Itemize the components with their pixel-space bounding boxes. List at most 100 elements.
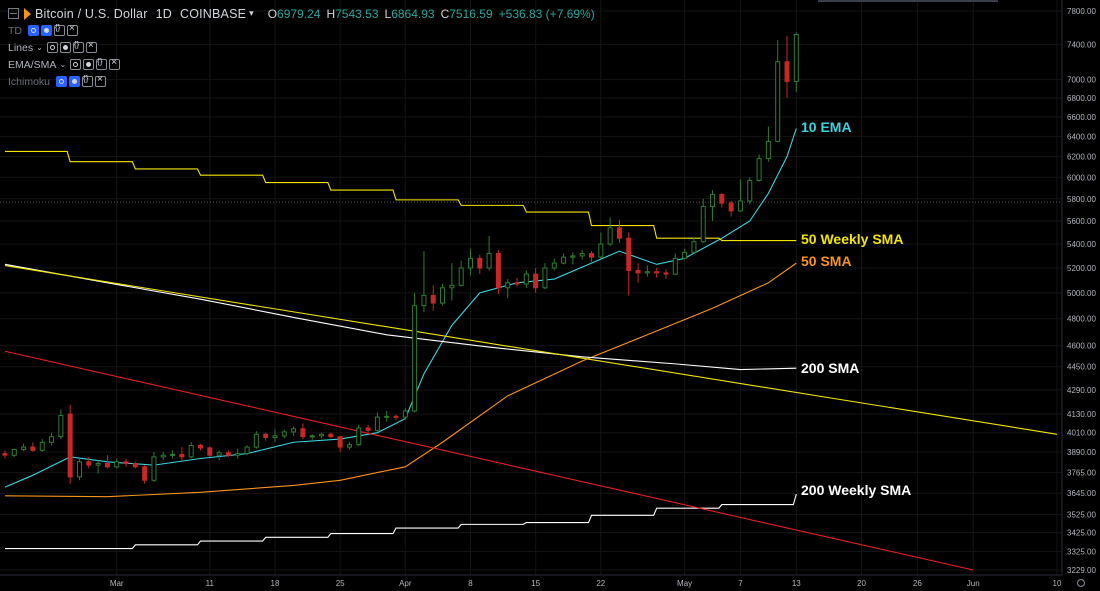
- candle-2019-04-25[interactable]: [626, 232, 632, 296]
- code-icon[interactable]: [54, 23, 65, 36]
- candle-2019-03-09[interactable]: [188, 442, 194, 459]
- candle-2019-03-05[interactable]: [151, 451, 157, 482]
- indicator-row-td[interactable]: TD: [8, 22, 595, 39]
- candle-2019-04-29[interactable]: [663, 269, 669, 280]
- gear-icon[interactable]: [83, 59, 95, 70]
- chevron-down-icon[interactable]: ⌄: [59, 60, 67, 69]
- candle-2019-03-24[interactable]: [328, 432, 334, 439]
- ema10-annotation[interactable]: 10 EMA: [801, 118, 852, 135]
- indicator-row-ichimoku[interactable]: Ichimoku: [8, 73, 595, 90]
- candle-2019-04-18[interactable]: [561, 253, 567, 265]
- candle-2019-02-28[interactable]: [104, 455, 110, 469]
- candle-2019-03-17[interactable]: [263, 432, 269, 441]
- exchange[interactable]: COINBASE: [179, 6, 247, 21]
- candle-2019-03-31[interactable]: [393, 414, 399, 421]
- candle-2019-03-29[interactable]: [374, 412, 380, 432]
- indicator-label[interactable]: Ichimoku: [8, 75, 51, 88]
- candle-2019-02-21[interactable]: [39, 439, 45, 452]
- close-icon[interactable]: [85, 40, 97, 53]
- candle-2019-04-02[interactable]: [412, 292, 418, 413]
- series-50-weekly-sma[interactable]: [5, 150, 797, 242]
- candle-2019-03-23[interactable]: [319, 432, 325, 439]
- candle-2019-04-26[interactable]: [635, 263, 641, 283]
- candle-2019-03-11[interactable]: [207, 446, 213, 457]
- candle-2019-05-09[interactable]: [756, 154, 762, 182]
- candle-2019-03-21[interactable]: [300, 423, 306, 440]
- candle-2019-05-06[interactable]: [728, 200, 734, 217]
- candle-2019-03-27[interactable]: [356, 424, 362, 447]
- candle-2019-02-19[interactable]: [21, 443, 27, 452]
- indicator-row-ema-sma[interactable]: EMA/SMA ⌄: [8, 56, 595, 73]
- candle-2019-05-07[interactable]: [737, 179, 743, 213]
- candle-2019-05-03[interactable]: [700, 198, 706, 243]
- candle-2019-05-08[interactable]: [747, 177, 753, 205]
- candle-2019-04-09[interactable]: [477, 254, 483, 275]
- candle-2019-03-08[interactable]: [179, 447, 185, 462]
- candles[interactable]: [2, 32, 799, 484]
- candle-2019-04-22[interactable]: [598, 232, 604, 259]
- candle-2019-02-22[interactable]: [49, 432, 55, 446]
- candle-2019-04-20[interactable]: [579, 249, 585, 260]
- candle-2019-02-24[interactable]: [67, 404, 73, 484]
- candle-2019-04-27[interactable]: [644, 265, 650, 277]
- candle-2019-04-03[interactable]: [421, 251, 427, 313]
- candle-2019-03-15[interactable]: [244, 445, 250, 456]
- close-icon[interactable]: [67, 23, 78, 36]
- gear-icon[interactable]: [41, 25, 52, 36]
- candle-2019-05-10[interactable]: [765, 126, 771, 162]
- trendline-6[interactable]: [4, 350, 974, 571]
- candle-2019-04-17[interactable]: [551, 258, 557, 271]
- candle-2019-04-04[interactable]: [430, 285, 436, 311]
- candle-2019-02-25[interactable]: [76, 456, 82, 481]
- collapse-icon[interactable]: [8, 8, 19, 19]
- candle-2019-04-30[interactable]: [672, 253, 678, 276]
- candle-2019-02-18[interactable]: [11, 448, 17, 457]
- code-icon[interactable]: [96, 57, 108, 70]
- indicator-label[interactable]: Lines: [8, 41, 34, 54]
- candle-2019-04-06[interactable]: [449, 263, 455, 301]
- candle-2019-05-04[interactable]: [710, 190, 716, 222]
- indicator-row-lines[interactable]: Lines ⌄: [8, 39, 595, 56]
- series-200-sma[interactable]: [4, 263, 797, 371]
- interval[interactable]: 1D: [155, 6, 172, 21]
- candle-2019-04-01[interactable]: [402, 407, 408, 419]
- candle-2019-04-21[interactable]: [589, 251, 595, 262]
- candle-2019-05-02[interactable]: [691, 237, 697, 254]
- candle-2019-03-13[interactable]: [225, 450, 231, 457]
- candle-2019-04-08[interactable]: [467, 248, 473, 276]
- eye-icon[interactable]: [70, 59, 82, 70]
- candle-2019-04-15[interactable]: [533, 267, 539, 293]
- price-axis[interactable]: 7800.00 7400.00 7000.00 6800.00 6600.00 6400.…: [1061, 0, 1100, 591]
- candle-2019-03-03[interactable]: [132, 461, 138, 469]
- eye-icon[interactable]: [28, 25, 39, 36]
- eye-icon[interactable]: [56, 76, 68, 87]
- time-axis[interactable]: Mar 11 18 25 Apr 8 15 22 May 7 13 20 26 Jun 10: [0, 574, 1100, 591]
- candle-2019-04-19[interactable]: [570, 252, 576, 265]
- candle-2019-04-16[interactable]: [542, 263, 548, 290]
- candle-2019-03-18[interactable]: [272, 429, 278, 443]
- candle-2019-02-26[interactable]: [86, 456, 92, 469]
- candle-2019-03-12[interactable]: [216, 450, 222, 461]
- candle-2019-05-11[interactable]: [775, 40, 781, 143]
- candle-2019-04-05[interactable]: [440, 284, 446, 306]
- settings-gear-icon[interactable]: [1076, 578, 1086, 588]
- chevron-down-icon[interactable]: ▾: [249, 8, 254, 18]
- candle-2019-04-07[interactable]: [458, 260, 464, 287]
- candle-2019-03-04[interactable]: [142, 465, 148, 484]
- close-icon[interactable]: [95, 74, 107, 87]
- gear-icon[interactable]: [69, 76, 81, 87]
- weekly-sma200-annotation[interactable]: 200 Weekly SMA: [801, 482, 912, 499]
- indicator-label[interactable]: EMA/SMA: [8, 58, 57, 71]
- gear-icon[interactable]: [59, 42, 71, 53]
- candle-2019-04-13[interactable]: [514, 277, 520, 287]
- chevron-down-icon[interactable]: ⌄: [36, 43, 43, 52]
- code-icon[interactable]: [82, 74, 94, 87]
- code-icon[interactable]: [72, 40, 84, 53]
- candle-2019-02-23[interactable]: [58, 409, 64, 440]
- candle-2019-04-14[interactable]: [523, 270, 529, 288]
- candle-2019-03-16[interactable]: [253, 431, 259, 449]
- candle-2019-03-06[interactable]: [160, 451, 166, 461]
- close-icon[interactable]: [109, 57, 121, 70]
- series-10-ema[interactable]: [4, 128, 797, 488]
- candle-2019-04-23[interactable]: [607, 217, 613, 247]
